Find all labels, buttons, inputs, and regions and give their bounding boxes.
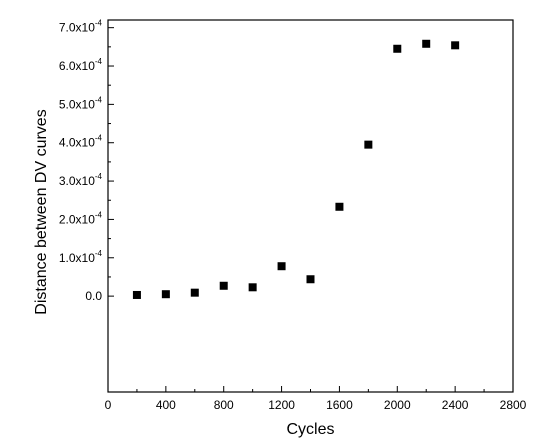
data-point [277, 262, 286, 271]
y-axis-ticks: 0.0 1.0x10-4 2.0x10-4 3.0x10-4 4.0x10-4 5.0x1… [59, 19, 114, 303]
data-point [161, 290, 170, 299]
y-tick-label: 6.0x10-4 [59, 57, 103, 73]
data-point [190, 288, 199, 297]
y-tick-label: 3.0x10-4 [59, 172, 103, 188]
y-tick-label: 0.0 [85, 289, 102, 303]
data-point [335, 202, 344, 211]
x-tick-label: 2000 [384, 398, 411, 412]
data-point [248, 283, 257, 292]
x-tick-label: 1600 [326, 398, 353, 412]
y-tick-label: 1.0x10-4 [59, 249, 103, 265]
data-points [132, 39, 460, 299]
data-point [306, 275, 315, 284]
data-point [451, 41, 460, 50]
x-tick-label: 800 [214, 398, 234, 412]
x-tick-label: 2800 [500, 398, 527, 412]
y-axis-title: Distance between DV curves [33, 109, 50, 314]
x-axis-ticks: 0 400 800 1200 1600 2000 2400 2800 [105, 386, 527, 412]
y-tick-label: 2.0x10-4 [59, 210, 103, 226]
data-point [132, 290, 141, 299]
data-point [364, 140, 373, 149]
plot-frame [107, 19, 514, 393]
y-tick-label: 4.0x10-4 [59, 134, 103, 150]
x-axis-title: Cycles [286, 421, 334, 438]
y-tick-label: 5.0x10-4 [59, 95, 103, 111]
data-point [219, 281, 228, 290]
x-tick-label: 400 [156, 398, 176, 412]
x-tick-label: 2400 [442, 398, 469, 412]
x-tick-label: 1200 [268, 398, 295, 412]
y-tick-label: 7.0x10-4 [59, 19, 103, 35]
x-tick-label: 0 [105, 398, 112, 412]
data-point [422, 39, 431, 48]
data-point [393, 44, 402, 53]
plot-area-border [107, 19, 514, 393]
